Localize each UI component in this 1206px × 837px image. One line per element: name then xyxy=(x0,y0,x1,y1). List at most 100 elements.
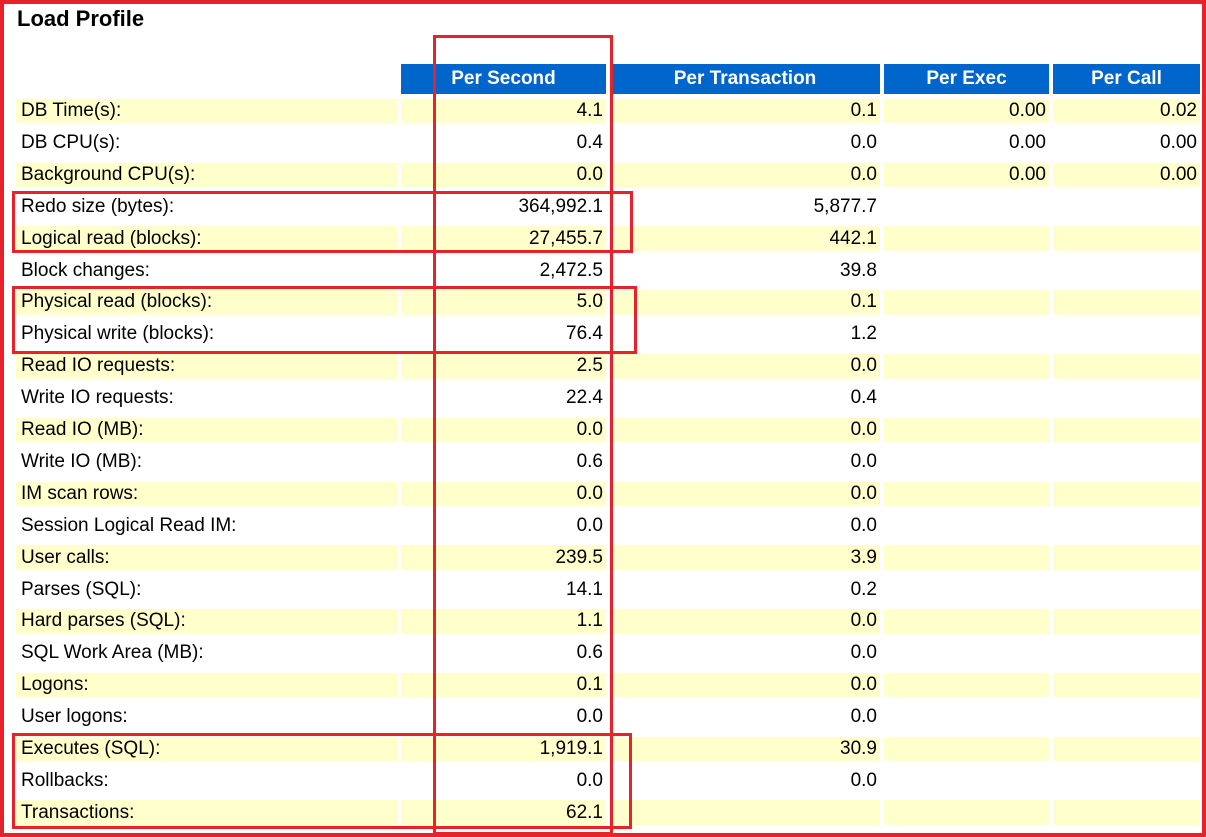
cell-per-transaction: 0.0 xyxy=(850,706,877,728)
cell-per-exec xyxy=(884,258,1049,283)
cell-per-transaction: 1.2 xyxy=(850,323,877,345)
row-label: Hard parses (SQL): xyxy=(16,609,397,634)
cell-per-transaction: 0.0 xyxy=(610,162,880,188)
row-label: Executes (SQL): xyxy=(16,736,397,762)
cell-per-second: 239.5 xyxy=(401,545,606,570)
cell-per-second: 5.0 xyxy=(401,290,606,315)
cell-per-second: 2.5 xyxy=(401,354,606,379)
cell-per-call xyxy=(1053,258,1200,283)
row-label: SQL Work Area (MB): xyxy=(21,642,204,664)
cell-per-call xyxy=(1053,386,1200,411)
row-label: Read IO (MB): xyxy=(16,417,397,443)
row-label: Read IO requests: xyxy=(16,354,397,379)
cell-per-transaction: 0.0 xyxy=(850,514,877,536)
section-title: Load Profile xyxy=(17,6,145,31)
row-label: User calls: xyxy=(16,545,397,570)
cell-per-transaction: 0.0 xyxy=(610,672,880,698)
cell-per-transaction: 0.0 xyxy=(850,132,877,154)
cell-per-second: 27,455.7 xyxy=(401,226,606,251)
row-label: DB Time(s): xyxy=(16,98,397,124)
cell-per-call xyxy=(1053,705,1200,730)
cell-per-call xyxy=(1053,195,1200,220)
cell-per-call xyxy=(1053,641,1200,666)
cell-per-second: 0.6 xyxy=(576,450,603,472)
cell-per-call xyxy=(1053,672,1200,698)
header-blank xyxy=(16,63,397,95)
cell-per-transaction: 0.0 xyxy=(850,450,877,472)
cell-per-exec xyxy=(884,195,1049,220)
cell-per-transaction: 0.0 xyxy=(610,481,880,507)
cell-per-exec xyxy=(884,386,1049,411)
cell-per-call xyxy=(1053,577,1200,602)
cell-per-transaction: 0.2 xyxy=(850,578,877,600)
cell-per-exec xyxy=(884,672,1049,698)
row-label: IM scan rows: xyxy=(16,481,397,507)
row-label: Logical read (blocks): xyxy=(16,226,397,251)
cell-per-second: 0.0 xyxy=(401,162,606,188)
row-label: Background CPU(s): xyxy=(16,162,397,188)
cell-per-call xyxy=(1053,800,1200,825)
cell-per-exec xyxy=(884,800,1049,825)
cell-per-transaction: 0.0 xyxy=(610,417,880,443)
cell-per-second: 0.1 xyxy=(401,672,606,698)
column-header-per-exec: Per Exec xyxy=(884,64,1049,94)
cell-per-second: 0.0 xyxy=(401,417,606,443)
column-header-per-transaction: Per Transaction xyxy=(610,64,880,94)
row-label: Physical read (blocks): xyxy=(16,290,397,315)
cell-per-transaction: 0.1 xyxy=(610,290,880,315)
row-label: Rollbacks: xyxy=(21,769,109,791)
cell-per-transaction: 39.8 xyxy=(840,259,877,281)
row-label: Physical write (blocks): xyxy=(21,323,215,345)
cell-per-exec xyxy=(884,481,1049,507)
cell-per-exec xyxy=(884,641,1049,666)
cell-per-call xyxy=(1053,226,1200,251)
cell-per-call xyxy=(1053,481,1200,507)
cell-per-second: 62.1 xyxy=(401,800,606,825)
cell-per-exec xyxy=(884,577,1049,602)
cell-per-exec xyxy=(884,226,1049,251)
cell-per-second: 0.0 xyxy=(576,769,603,791)
cell-per-second: 1,919.1 xyxy=(401,736,606,762)
cell-per-exec xyxy=(884,322,1049,347)
cell-per-second: 0.0 xyxy=(576,514,603,536)
cell-per-transaction: 0.0 xyxy=(850,642,877,664)
cell-per-exec xyxy=(884,417,1049,443)
column-header-per-call: Per Call xyxy=(1053,64,1200,94)
cell-per-second: 4.1 xyxy=(401,98,606,124)
cell-per-exec xyxy=(884,545,1049,570)
cell-per-exec xyxy=(884,609,1049,634)
cell-per-exec xyxy=(884,354,1049,379)
load-profile-table: Per Second Per Transaction Per Exec Per … xyxy=(16,63,1200,828)
row-label: Redo size (bytes): xyxy=(21,195,175,217)
cell-per-transaction: 30.9 xyxy=(610,736,880,762)
cell-per-call xyxy=(1053,609,1200,634)
row-label: Write IO (MB): xyxy=(21,450,143,472)
cell-per-transaction xyxy=(610,800,880,825)
cell-per-second: 0.0 xyxy=(576,706,603,728)
cell-per-transaction: 0.0 xyxy=(610,609,880,634)
cell-per-exec: 0.00 xyxy=(1009,132,1046,154)
row-label: User logons: xyxy=(21,706,128,728)
cell-per-transaction: 0.0 xyxy=(850,769,877,791)
cell-per-exec xyxy=(884,450,1049,475)
cell-per-exec xyxy=(884,513,1049,538)
cell-per-call xyxy=(1053,322,1200,347)
cell-per-exec xyxy=(884,705,1049,730)
cell-per-second: 0.0 xyxy=(401,481,606,507)
cell-per-transaction: 0.4 xyxy=(850,387,877,409)
cell-per-call xyxy=(1053,545,1200,570)
cell-per-transaction: 5,877.7 xyxy=(813,195,877,217)
cell-per-second: 1.1 xyxy=(401,609,606,634)
row-label: DB CPU(s): xyxy=(21,132,121,154)
cell-per-second: 364,992.1 xyxy=(518,195,603,217)
cell-per-transaction: 442.1 xyxy=(610,226,880,251)
cell-per-second: 0.4 xyxy=(576,132,603,154)
row-label: Write IO requests: xyxy=(21,387,174,409)
cell-per-exec: 0.00 xyxy=(884,98,1049,124)
cell-per-call xyxy=(1053,736,1200,762)
cell-per-exec xyxy=(884,736,1049,762)
cell-per-call: 0.00 xyxy=(1053,162,1200,188)
cell-per-exec: 0.00 xyxy=(884,162,1049,188)
cell-per-call xyxy=(1053,354,1200,379)
